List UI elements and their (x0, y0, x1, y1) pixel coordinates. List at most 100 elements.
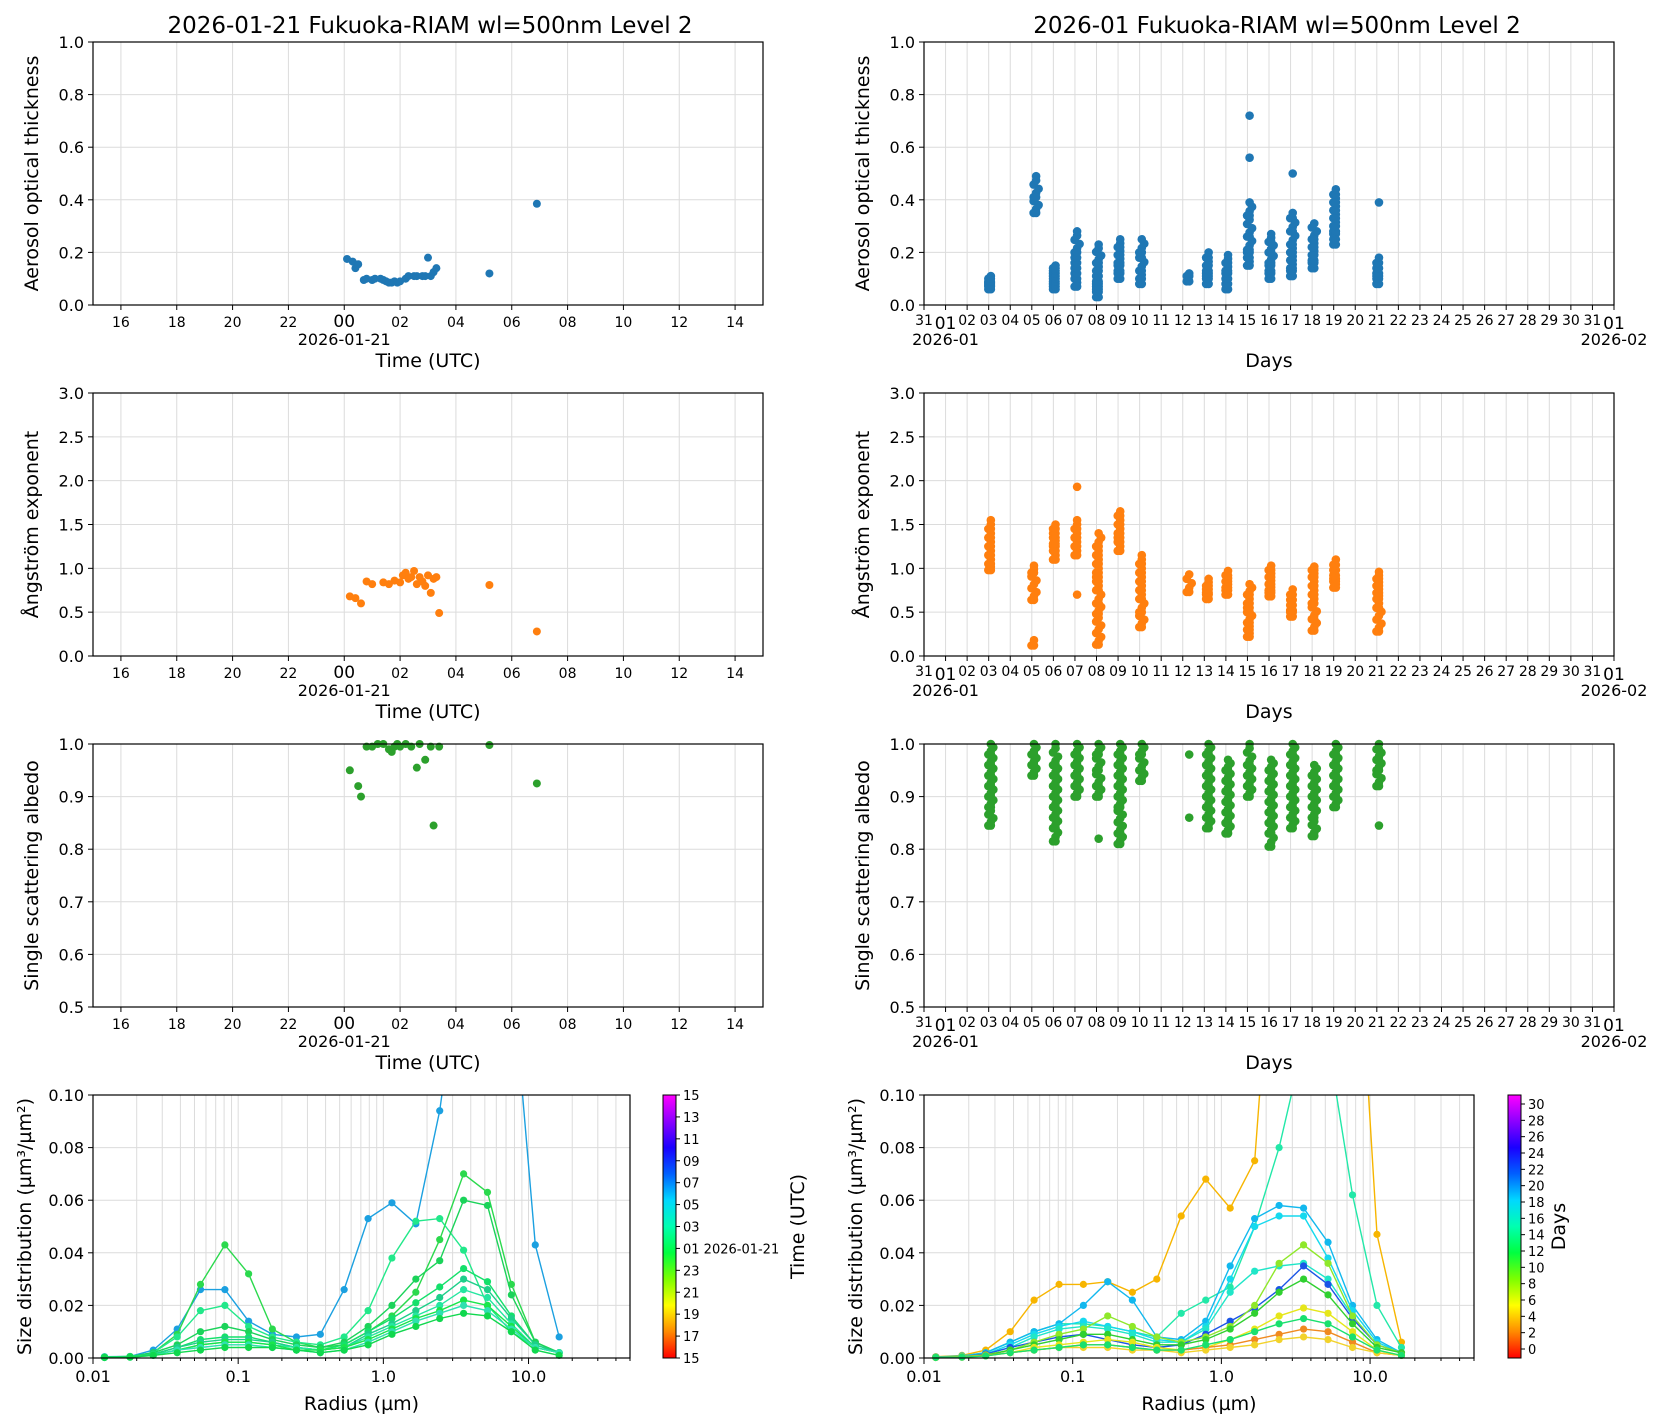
series-point (1275, 1335, 1283, 1344)
series-line (935, 1095, 1403, 1358)
x-tick-label: 01 (1603, 314, 1625, 334)
series-point (1348, 1338, 1357, 1346)
x-tick-label: 22 (280, 666, 298, 682)
data-point (1094, 640, 1103, 649)
x-tick-label: 10 (615, 1017, 633, 1033)
data-point (357, 792, 365, 801)
data-point (986, 550, 996, 560)
x-tick-label: 19 (1325, 664, 1343, 680)
colorbar-tick-label: 26 (1528, 1131, 1545, 1146)
data-point (1288, 792, 1298, 801)
series-point (1202, 1346, 1210, 1354)
y-tick-label: 0.8 (59, 840, 84, 859)
data-point (1331, 792, 1341, 801)
data-point (1309, 792, 1319, 801)
data-point (1374, 253, 1384, 262)
x-tick-label: 22 (1389, 313, 1407, 329)
series-point (1275, 1212, 1283, 1220)
data-point (435, 609, 444, 618)
y-axis-label: Ångström exponent (851, 431, 874, 619)
y-tick-label: 2.0 (890, 472, 915, 491)
data-point (1051, 539, 1060, 549)
data-point (1374, 755, 1384, 765)
data-point (1374, 821, 1384, 830)
data-point (1204, 813, 1213, 822)
series-point (1348, 1343, 1357, 1352)
series-point (1299, 1314, 1308, 1323)
y-tick-label: 0.8 (890, 86, 915, 105)
data-point (1137, 266, 1147, 276)
data-point (1184, 813, 1194, 822)
y-tick-label: 0.6 (890, 138, 915, 157)
data-point (1223, 818, 1233, 828)
x-start-label: 2026-01 (912, 1032, 979, 1051)
y-tick-label: 3.0 (59, 384, 84, 403)
x-end-label: 2026-02 (1581, 1032, 1648, 1051)
series-point (1299, 1275, 1308, 1283)
data-point (1072, 227, 1082, 236)
x-tick-label: 06 (503, 315, 521, 331)
data-point (1094, 528, 1103, 538)
series-point (1251, 1328, 1259, 1336)
data-point (1266, 237, 1276, 247)
series-point (1202, 1341, 1210, 1349)
series-point (388, 1314, 396, 1323)
y-tick-label: 1.5 (59, 516, 84, 535)
y-tick-label: 0.5 (59, 603, 84, 622)
series-point (340, 1333, 348, 1341)
data-point (1331, 184, 1341, 194)
x-tick-label: 18 (1303, 313, 1321, 329)
data-point (986, 792, 996, 801)
series-line (935, 1278, 1402, 1359)
data-point (1031, 208, 1041, 218)
data-point (1029, 568, 1039, 578)
x-tick-label: 05 (1023, 313, 1041, 329)
series-point (1251, 1215, 1259, 1223)
x-tick-label: 27 (1497, 313, 1515, 329)
data-point (410, 566, 419, 575)
data-point (1309, 581, 1319, 591)
x-tick-label: 12 (670, 315, 688, 331)
series-point (221, 1343, 229, 1352)
x-date-label: 2026-01-21 (298, 330, 391, 349)
data-point (1223, 787, 1233, 796)
x-tick-label: 08 (559, 315, 577, 331)
x-tick-label: 20 (1346, 1015, 1364, 1031)
y-tick-label: 0.10 (879, 1086, 915, 1105)
x-tick-label: 22 (280, 1017, 298, 1033)
x-tick-label: 14 (726, 1017, 744, 1033)
x-tick-label: 31 (915, 1015, 933, 1031)
series-point (1153, 1346, 1161, 1354)
y-tick-label: 0.02 (48, 1296, 84, 1315)
series-point (483, 1201, 492, 1210)
plot-frame (923, 392, 1615, 657)
series-point (1030, 1296, 1038, 1304)
series-point (1079, 1317, 1087, 1325)
y-tick-label: 0.00 (48, 1349, 84, 1368)
data-point (1115, 792, 1125, 801)
y-axis-label: Ångström exponent (20, 431, 43, 619)
data-point (1288, 760, 1298, 770)
series-point (1324, 1280, 1332, 1288)
x-tick-label: 11 (1152, 1015, 1170, 1031)
data-point (1204, 823, 1213, 833)
data-point (1115, 528, 1125, 538)
series-point (1104, 1312, 1112, 1320)
colorbar-label: Time (UTC) (787, 1174, 809, 1280)
series-point (1373, 1230, 1381, 1238)
data-point (986, 802, 996, 812)
series-point (1226, 1283, 1234, 1291)
y-tick-label: 0.7 (59, 893, 84, 912)
x-tick-label: 04 (447, 315, 465, 331)
x-tick-label: 28 (1519, 664, 1537, 680)
data-point (1072, 524, 1082, 534)
data-point (1223, 566, 1233, 576)
series-point (1128, 1343, 1136, 1352)
x-tick-label: 16 (1260, 664, 1278, 680)
series-point (460, 1296, 468, 1304)
data-point (1137, 766, 1147, 775)
series-point (340, 1346, 348, 1354)
series-point (1055, 1280, 1063, 1288)
plot-frame (92, 743, 764, 1008)
